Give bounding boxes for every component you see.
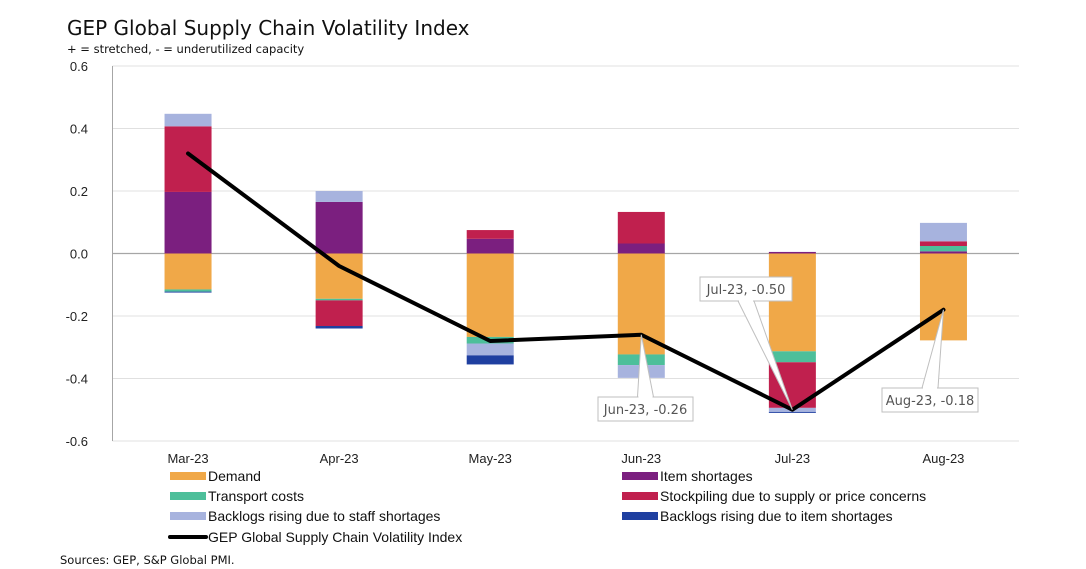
x-tick-label: Mar-23 (167, 451, 208, 466)
bar-segment-item-shortages (617, 243, 665, 254)
bar-segment-transport-costs (315, 298, 363, 301)
x-tick-label: May-23 (469, 451, 512, 466)
bar-segment-backlogs-rising-due-to-item-shortages (164, 291, 212, 293)
bar-segment-backlogs-rising-due-to-staff-shortages (466, 343, 514, 356)
y-tick-label: -0.6 (66, 434, 88, 449)
bar-segment-backlogs-rising-due-to-staff-shortages (315, 191, 363, 202)
callout-box (597, 396, 694, 422)
bar-segment-stockpiling-due-to-supply-or-price-concerns (315, 300, 363, 326)
bar-segment-stockpiling-due-to-supply-or-price-concerns (919, 241, 967, 246)
legend-label: Stockpiling due to supply or price conce… (660, 488, 926, 504)
bar-segment-demand (919, 253, 967, 341)
bar-segment-item-shortages (919, 251, 967, 254)
bar-segment-item-shortages (164, 191, 212, 254)
y-tick-label: -0.2 (66, 309, 88, 324)
bar-segment-backlogs-rising-due-to-item-shortages (466, 355, 514, 365)
x-tick-label: Aug-23 (922, 451, 964, 466)
legend-swatch (170, 492, 206, 500)
index-point (186, 152, 190, 155)
x-tick-label: Jul-23 (775, 451, 810, 466)
legend-swatch (622, 472, 658, 480)
index-point (337, 264, 341, 268)
bar-segment-backlogs-rising-due-to-staff-shortages (919, 222, 967, 242)
index-point (488, 339, 492, 343)
bar-segment-stockpiling-due-to-supply-or-price-concerns (164, 126, 212, 192)
bar-segment-item-shortages (768, 251, 816, 254)
y-tick-label: -0.4 (66, 372, 88, 387)
bar-segment-transport-costs (919, 246, 967, 252)
bar-segment-backlogs-rising-due-to-item-shortages (768, 411, 816, 413)
bar-segment-transport-costs (768, 351, 816, 363)
bar-segment-item-shortages (466, 238, 514, 254)
x-tick-label: Apr-23 (320, 451, 359, 466)
y-tick-label: 0.2 (70, 184, 88, 199)
callout-label: Aug-23, -0.18 (886, 394, 975, 409)
source-note: Sources: GEP, S&P Global PMI. (60, 553, 235, 567)
bar-segment-demand (466, 253, 514, 337)
legend-swatch (622, 512, 658, 520)
bar-segment-transport-costs (164, 289, 212, 292)
bar-segment-stockpiling-due-to-supply-or-price-concerns (617, 211, 665, 244)
chart-subtitle: + = stretched, - = underutilized capacit… (67, 42, 304, 56)
y-tick-label: 0.6 (70, 59, 88, 74)
y-tick-label: 0.4 (70, 122, 88, 137)
bar-segment-demand (315, 253, 363, 299)
legend-swatch (170, 472, 206, 480)
legend-label: Backlogs rising due to item shortages (660, 508, 893, 524)
legend-label: GEP Global Supply Chain Volatility Index (208, 529, 462, 545)
legend-label: Item shortages (660, 468, 753, 484)
legend-label: Transport costs (208, 488, 304, 504)
x-tick-label: Jun-23 (621, 451, 661, 466)
legend-label: Backlogs rising due to staff shortages (208, 508, 440, 524)
legend-swatch (170, 512, 206, 520)
bar-segment-demand (768, 253, 816, 352)
bar-segment-item-shortages (315, 201, 363, 254)
y-tick-label: 0.0 (70, 247, 88, 262)
bar-segment-backlogs-rising-due-to-item-shortages (315, 326, 363, 329)
callout-label: Jun-23, -0.26 (603, 403, 687, 418)
index-line (186, 151, 946, 412)
legend-swatch (622, 492, 658, 500)
bar-segment-demand (164, 253, 212, 290)
legend-label: Demand (208, 468, 261, 484)
chart-title: GEP Global Supply Chain Volatility Index (67, 16, 470, 40)
bar-segment-backlogs-rising-due-to-staff-shortages (164, 113, 212, 127)
bar-segment-stockpiling-due-to-supply-or-price-concerns (466, 230, 514, 239)
callout-box (699, 276, 793, 302)
callout-label: Jul-23, -0.50 (706, 283, 786, 298)
